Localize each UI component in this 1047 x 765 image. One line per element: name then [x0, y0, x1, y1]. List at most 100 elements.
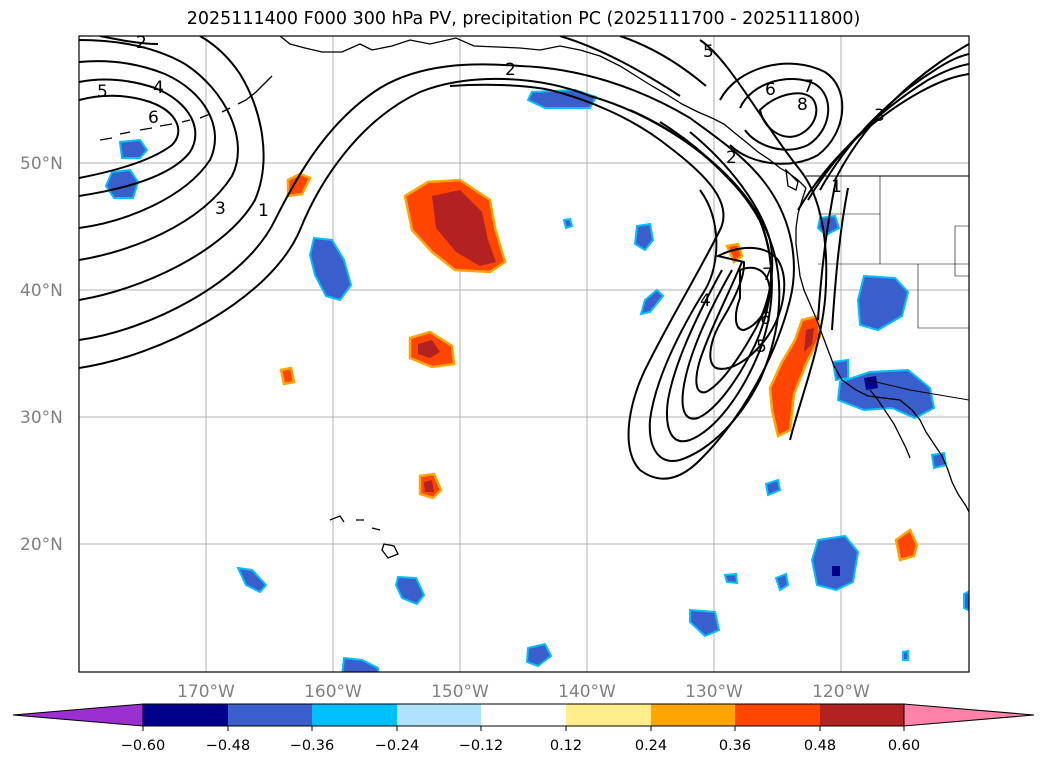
pv-contour	[659, 121, 772, 420]
pv-contour	[449, 65, 795, 480]
contour-label: 2	[726, 148, 737, 168]
precip-positive-cores	[418, 190, 814, 492]
colorbar-tick-labels: −0.60 −0.48 −0.36 −0.24 −0.12 0.12 0.24 …	[121, 738, 920, 754]
precip-patch	[810, 534, 860, 592]
contour-label: 8	[797, 95, 808, 115]
pv-contours	[79, 36, 969, 480]
political-borders	[806, 175, 969, 401]
colorbar-tick-label: 0.36	[719, 738, 751, 754]
precip-patch	[902, 649, 909, 661]
lat-label: 30°N	[20, 408, 63, 428]
pv-contour	[559, 36, 681, 97]
colorbar-segment	[228, 704, 312, 726]
pv-contour	[831, 187, 849, 331]
lat-label: 20°N	[20, 535, 63, 555]
lat-label: 50°N	[20, 154, 63, 174]
colorbar: −0.60 −0.48 −0.36 −0.24 −0.12 0.12 0.24 …	[12, 703, 1035, 754]
pv-contour	[79, 94, 180, 179]
pv-contour	[79, 39, 239, 261]
contour-label: 3	[874, 106, 885, 126]
precip-patch	[104, 168, 140, 199]
pv-contour-labels: 2 5 4 6 3 1 2 5 6 7 8 3 2 4 1 7 6 5	[97, 33, 885, 357]
colorbar-segment	[481, 704, 566, 726]
pv-contour	[819, 53, 969, 191]
precip-negative-cores	[832, 376, 878, 576]
contour-label: 5	[703, 42, 714, 62]
contour-label: 6	[148, 108, 159, 128]
pv-contour	[807, 63, 969, 201]
pv-contour	[734, 266, 772, 332]
precip-patch	[525, 642, 553, 668]
coastline-vancouver	[785, 168, 799, 191]
colorbar-tick-label: −0.36	[290, 738, 334, 754]
colorbar-segment	[143, 704, 228, 726]
precip-core	[424, 480, 434, 492]
colorbar-segment	[820, 704, 904, 726]
coastline-hawaii	[329, 515, 399, 559]
precip-patch	[118, 138, 149, 159]
coastline-aleutians	[99, 75, 273, 141]
pv-contour	[719, 62, 844, 165]
colorbar-frame	[142, 703, 905, 727]
precip-core	[864, 376, 878, 390]
contour-label: 2	[136, 33, 147, 53]
pv-contour	[79, 77, 591, 369]
colorbar-tick-label: 0.24	[635, 738, 667, 754]
contour-label: 4	[153, 78, 164, 98]
lon-label: 150°W	[431, 682, 489, 702]
coastline-alaska	[279, 36, 807, 189]
colorbar-tick-label: 0.12	[550, 738, 582, 754]
colorbar-segment	[312, 704, 397, 726]
contour-label: 6	[760, 309, 771, 329]
pv-contour	[99, 36, 159, 45]
contour-label: 7	[762, 265, 773, 285]
coastline-baja	[869, 389, 911, 459]
contour-label: 3	[215, 199, 226, 219]
colorbar-segment	[651, 704, 735, 726]
lat-label: 40°N	[20, 281, 63, 301]
pv-contour	[817, 179, 837, 321]
pv-contour	[834, 43, 969, 181]
pv-contour	[79, 60, 216, 229]
contour-label: 5	[97, 82, 108, 102]
precip-core	[418, 340, 440, 358]
colorbar-tick-label: −0.12	[459, 738, 503, 754]
contour-label: 5	[756, 337, 767, 357]
precip-core	[832, 566, 840, 576]
pv-contour	[689, 131, 774, 394]
pv-contour	[739, 77, 830, 151]
pv-contour	[709, 246, 786, 370]
contour-label: 7	[803, 77, 814, 97]
precip-patch	[723, 572, 739, 585]
precip-patch	[836, 368, 936, 420]
border-us-mexico	[867, 379, 969, 401]
lon-label: 120°W	[812, 682, 870, 702]
contour-label: 1	[258, 201, 269, 221]
figure-title: 2025111400 F000 300 hPa PV, precipitatio…	[186, 9, 861, 29]
colorbar-segment	[735, 704, 820, 726]
lon-label: 130°W	[685, 682, 743, 702]
colorbar-extend-high	[903, 703, 1035, 727]
colorbar-tick-label: 0.48	[804, 738, 836, 754]
pv-contour	[79, 78, 197, 197]
pv-contour	[797, 73, 969, 211]
colorbar-segment	[566, 704, 651, 726]
plot-frame	[78, 35, 970, 673]
colorbar-tick-label: −0.24	[375, 738, 419, 754]
precip-patch	[963, 590, 969, 612]
pv-contour	[79, 36, 265, 301]
precip-patch	[279, 366, 296, 386]
pv-contour	[79, 63, 521, 341]
lon-label: 160°W	[304, 682, 362, 702]
contour-label: 4	[700, 291, 711, 311]
colorbar-tick-label: 0.60	[888, 738, 920, 754]
coastlines	[99, 36, 969, 559]
colorbar-tick-label: −0.60	[121, 738, 165, 754]
lon-label: 140°W	[558, 682, 616, 702]
precip-core	[804, 328, 814, 352]
precip-patch	[689, 608, 721, 638]
colorbar-extend-low	[12, 703, 144, 727]
border-states	[818, 176, 969, 329]
precip-patch	[639, 288, 665, 316]
